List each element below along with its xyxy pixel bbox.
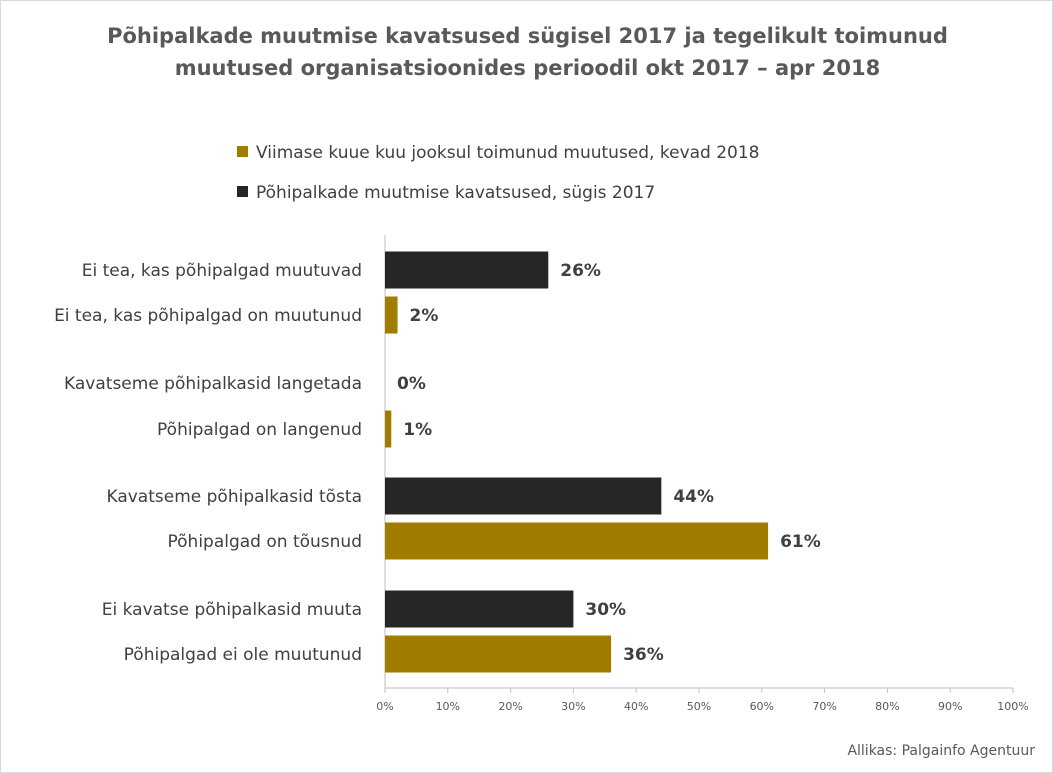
legend-label-sugis-2017: Põhipalkade muutmise kavatsused, sügis 2… xyxy=(256,183,656,203)
data-label: 26% xyxy=(560,261,601,281)
x-tick-label: 20% xyxy=(498,700,522,713)
category-label: Põhipalgad ei ole muutunud xyxy=(124,645,362,665)
data-label: 30% xyxy=(585,600,626,620)
x-tick-label: 70% xyxy=(812,700,836,713)
legend-swatch-kevad-2018 xyxy=(237,146,248,157)
data-label: 36% xyxy=(623,645,664,665)
bar xyxy=(385,296,398,334)
legend-label-kevad-2018: Viimase kuue kuu jooksul toimunud muutus… xyxy=(256,143,760,163)
bar xyxy=(385,251,549,289)
category-label: Põhipalgad on langenud xyxy=(157,420,362,440)
category-label: Kavatseme põhipalkasid tõsta xyxy=(106,487,362,507)
category-label: Ei tea, kas põhipalgad on muutunud xyxy=(54,306,362,326)
category-label: Põhipalgad on tõusnud xyxy=(168,532,363,552)
legend-item-sugis-2017: Põhipalkade muutmise kavatsused, sügis 2… xyxy=(237,183,655,203)
bar xyxy=(385,522,769,560)
x-tick-label: 80% xyxy=(875,700,899,713)
bar xyxy=(385,635,612,673)
bar xyxy=(385,477,662,515)
legend-swatch-sugis-2017 xyxy=(237,186,248,197)
x-tick-label: 90% xyxy=(938,700,962,713)
data-label: 61% xyxy=(780,532,821,552)
x-tick-label: 100% xyxy=(997,700,1028,713)
x-tick-label: 50% xyxy=(687,700,711,713)
chart-title: Põhipalkade muutmise kavatsused sügisel … xyxy=(107,24,948,80)
x-tick-label: 40% xyxy=(624,700,648,713)
data-label: 44% xyxy=(673,487,714,507)
bar xyxy=(385,590,574,628)
bar xyxy=(385,410,392,448)
x-tick-label: 30% xyxy=(561,700,585,713)
data-label: 0% xyxy=(397,374,426,394)
data-label: 2% xyxy=(410,306,439,326)
data-label: 1% xyxy=(403,420,432,440)
source-note: Allikas: Palgainfo Agentuur xyxy=(847,743,1035,759)
legend-item-kevad-2018: Viimase kuue kuu jooksul toimunud muutus… xyxy=(237,143,760,163)
x-tick-label: 0% xyxy=(376,700,393,713)
category-label: Ei tea, kas põhipalgad muutuvad xyxy=(82,261,362,281)
x-tick-label: 10% xyxy=(436,700,460,713)
category-label: Ei kavatse põhipalkasid muuta xyxy=(102,600,362,620)
category-label: Kavatseme põhipalkasid langetada xyxy=(64,374,362,394)
x-tick-label: 60% xyxy=(750,700,774,713)
